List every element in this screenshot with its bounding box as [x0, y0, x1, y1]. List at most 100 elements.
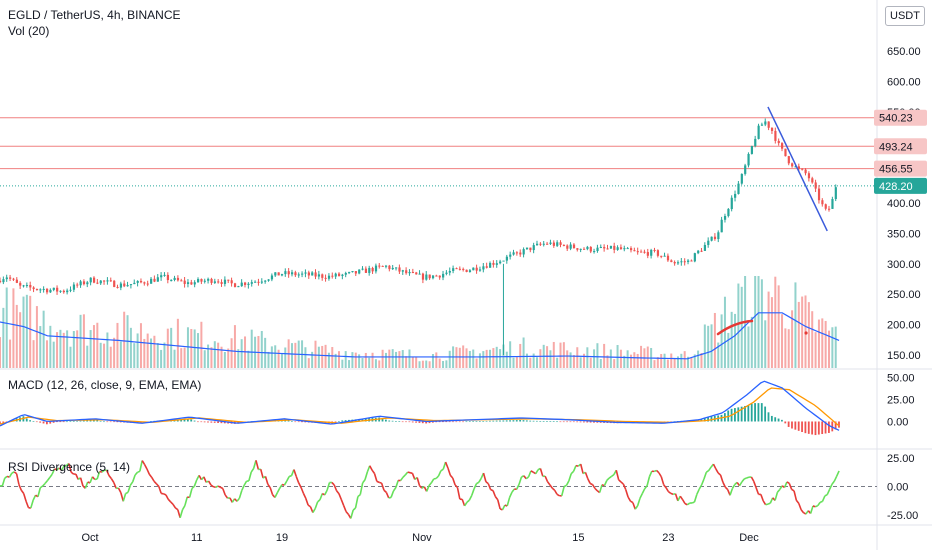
- macd-title: MACD (12, 26, close, 9, EMA, EMA): [8, 378, 201, 392]
- volume-bar: [509, 341, 511, 368]
- rsi-segment: [837, 471, 839, 476]
- volume-bar: [704, 324, 706, 368]
- candle-body: [251, 282, 253, 284]
- candle-body: [53, 288, 55, 290]
- candle-body: [620, 247, 622, 249]
- candle-body: [741, 174, 743, 184]
- candle-body: [2, 279, 4, 282]
- rsi-segment: [375, 474, 377, 482]
- candle-body: [9, 277, 11, 278]
- candle-body: [724, 216, 726, 220]
- rsi-segment: [277, 488, 279, 492]
- volume-bar: [137, 333, 139, 368]
- candle-body: [731, 198, 733, 209]
- rsi-segment: [216, 486, 218, 487]
- macd-histogram-bar: [509, 420, 511, 421]
- volume-bar: [784, 328, 786, 368]
- rsi-segment: [47, 478, 49, 481]
- candle-body: [314, 272, 316, 276]
- candle-body: [778, 141, 780, 143]
- volume-bar: [261, 331, 263, 368]
- rsi-segment: [265, 476, 267, 484]
- rsi-segment: [820, 501, 822, 502]
- rsi-segment: [450, 475, 452, 478]
- candle-body: [539, 244, 541, 245]
- rsi-segment: [289, 476, 291, 477]
- rsi-segment: [455, 485, 457, 488]
- candle-body: [751, 146, 753, 154]
- candle-body: [536, 244, 538, 245]
- candle-body: [311, 272, 313, 275]
- macd-histogram-bar: [590, 421, 592, 422]
- candle-body: [127, 285, 129, 286]
- volume-bar: [194, 329, 196, 368]
- candle-body: [771, 128, 773, 131]
- rsi-segment: [166, 495, 168, 499]
- candle-body: [546, 244, 548, 245]
- macd-histogram-bar: [96, 420, 98, 421]
- macd-histogram-bar: [59, 421, 61, 422]
- volume-bar: [392, 349, 394, 368]
- candle-body: [194, 282, 196, 284]
- rsi-segment: [827, 489, 829, 494]
- rsi-segment: [147, 469, 149, 474]
- price-unit-button[interactable]: USDT: [885, 6, 925, 26]
- rsi-segment: [453, 478, 455, 485]
- rsi-segment: [564, 485, 566, 486]
- volume-bar: [580, 357, 582, 368]
- rsi-segment: [493, 491, 495, 497]
- rsi-segment: [346, 512, 348, 515]
- volume-bar: [435, 352, 437, 368]
- candle-body: [445, 273, 447, 274]
- rsi-segment: [623, 484, 625, 490]
- rsi-segment: [507, 497, 509, 506]
- macd-histogram-bar: [482, 421, 484, 422]
- candle-body: [677, 262, 679, 263]
- rsi-segment: [171, 502, 173, 504]
- candle-body: [36, 289, 38, 290]
- candle-body: [627, 248, 629, 249]
- macd-axis-tick: 50.00: [887, 372, 915, 384]
- rsi-segment: [5, 476, 7, 478]
- candle-body: [600, 247, 602, 248]
- rsi-segment: [692, 502, 694, 503]
- candle-body: [502, 261, 504, 262]
- macd-histogram-bar: [768, 412, 770, 421]
- macd-histogram-bar: [29, 420, 31, 421]
- rsi-segment: [775, 492, 777, 500]
- macd-histogram-bar: [197, 421, 199, 422]
- rsi-segment: [33, 495, 35, 500]
- candle-body: [140, 281, 142, 282]
- volume-bar: [331, 347, 333, 368]
- rsi-title: RSI Divergence (5, 14): [8, 460, 130, 474]
- volume-bar: [398, 351, 400, 368]
- price-level-label: 428.20: [879, 181, 913, 193]
- macd-histogram-bar: [113, 421, 115, 422]
- rsi-segment: [794, 491, 796, 501]
- candle-body: [56, 288, 58, 292]
- volume-bar: [526, 354, 528, 368]
- candle-body: [382, 266, 384, 267]
- volume-bar: [197, 333, 199, 368]
- volume-bar: [170, 328, 172, 368]
- candle-body: [774, 131, 776, 141]
- macd-histogram-bar: [479, 421, 481, 422]
- price-axis-tick: 250.00: [887, 289, 921, 301]
- volume-bar: [563, 342, 565, 368]
- volume-bar: [724, 297, 726, 368]
- rsi-segment: [488, 484, 490, 490]
- candle-body: [791, 163, 793, 166]
- rsi-segment: [574, 466, 576, 472]
- candle-body: [150, 279, 152, 284]
- macd-histogram-bar: [516, 420, 518, 421]
- volume-bar: [174, 350, 176, 368]
- rsi-segment: [280, 485, 282, 489]
- volume-bar: [80, 315, 82, 368]
- rsi-segment: [510, 492, 512, 497]
- volume-bar: [680, 354, 682, 368]
- macd-histogram-bar: [405, 421, 407, 422]
- rsi-segment: [467, 500, 469, 502]
- volume-bar: [19, 312, 21, 368]
